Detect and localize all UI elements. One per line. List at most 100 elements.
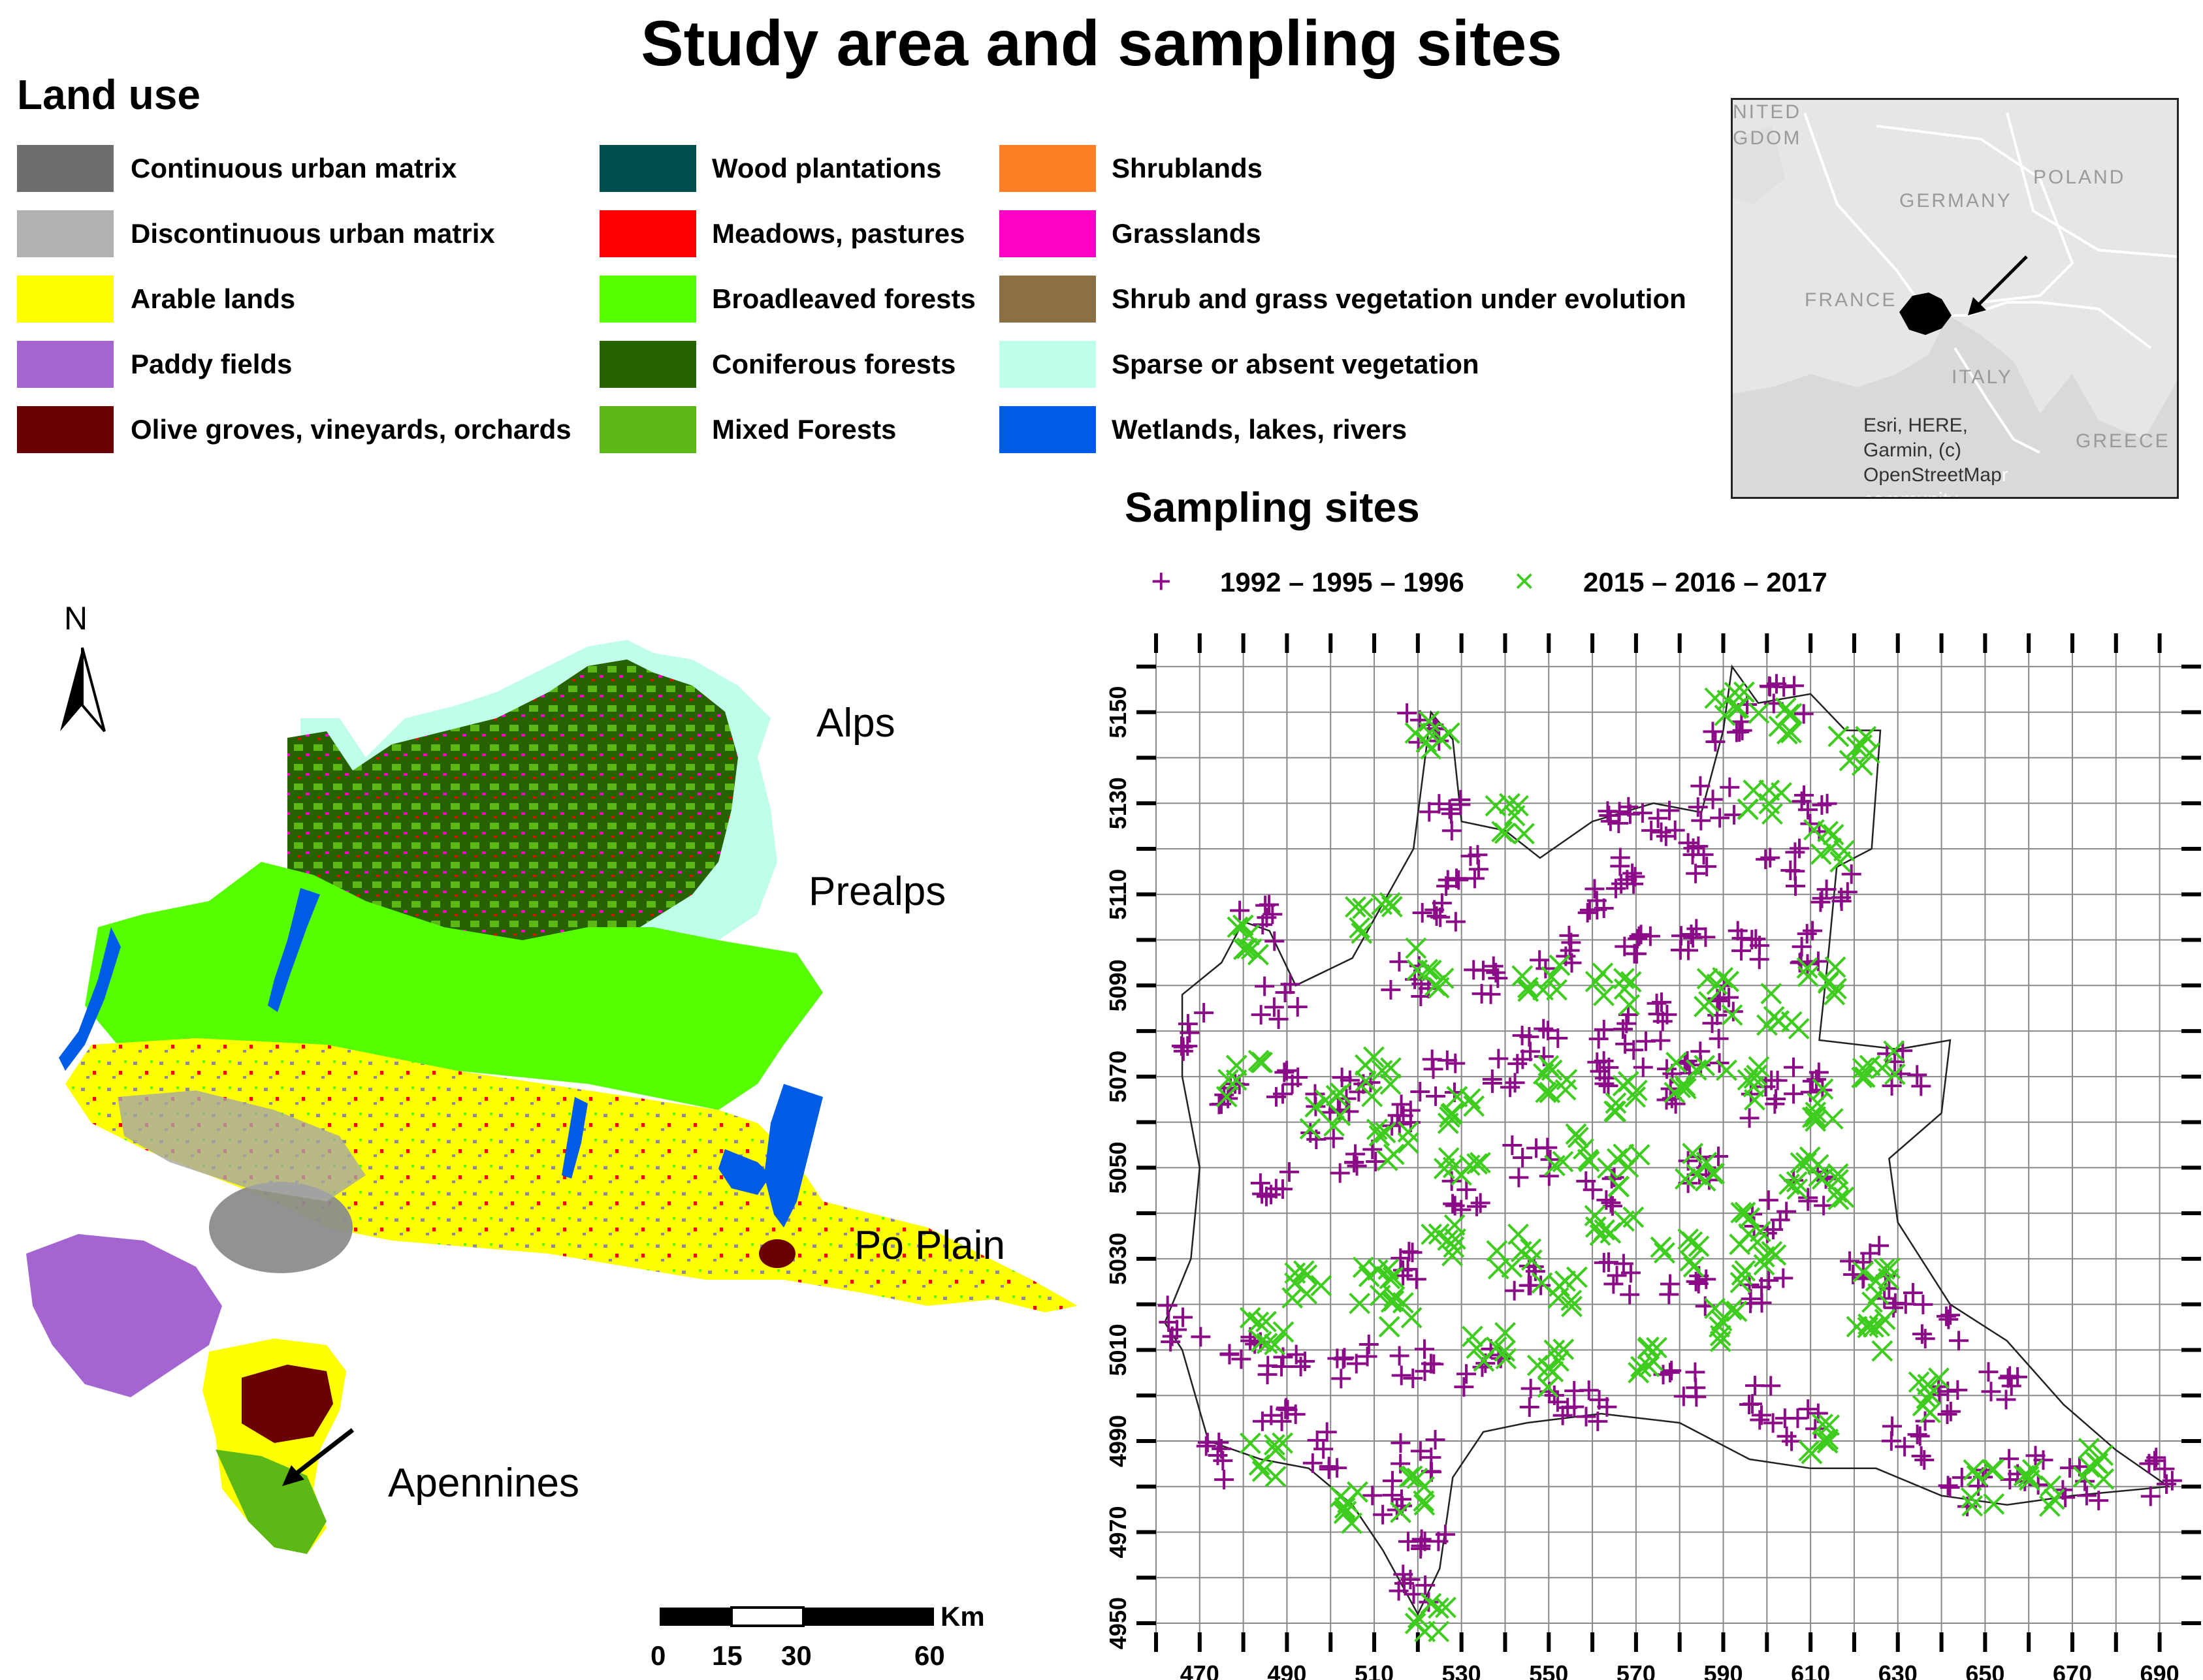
marker-cross bbox=[1233, 938, 1255, 960]
marker-cross bbox=[1310, 1275, 1332, 1297]
marker-plus bbox=[2000, 1470, 2020, 1490]
y-tick-label: 5050 bbox=[1104, 1141, 1131, 1194]
marker-plus bbox=[1660, 800, 1680, 821]
marker-cross bbox=[1272, 1321, 1294, 1343]
marker-plus bbox=[1688, 797, 1708, 817]
marker-cross bbox=[1239, 1432, 1261, 1454]
marker-plus bbox=[1588, 1411, 1608, 1431]
marker-plus bbox=[1620, 1263, 1641, 1283]
marker-cross bbox=[2018, 1465, 2040, 1487]
region-label-po-plain: Po Plain bbox=[854, 1223, 1005, 1268]
marker-cross bbox=[1349, 1292, 1371, 1314]
legend-swatch bbox=[999, 276, 1096, 323]
marker-plus bbox=[1488, 1049, 1509, 1069]
legend-swatch bbox=[600, 210, 696, 257]
legend-swatch bbox=[999, 406, 1096, 453]
x-tick-label: 670 bbox=[2053, 1660, 2092, 1680]
marker-plus bbox=[1252, 1411, 1272, 1431]
marker-cross bbox=[1775, 697, 1797, 719]
marker-plus bbox=[1366, 1152, 1386, 1172]
page-title: Study area and sampling sites bbox=[641, 7, 1562, 79]
marker-cross bbox=[1748, 702, 1770, 724]
marker-cross bbox=[1912, 1395, 1934, 1417]
marker-plus bbox=[1632, 803, 1652, 823]
marker-cross bbox=[1626, 1079, 1648, 1102]
marker-plus bbox=[2059, 1458, 2080, 1478]
marker-plus bbox=[1696, 1269, 1716, 1290]
marker-plus bbox=[1445, 1053, 1466, 1073]
marker-plus bbox=[1729, 722, 1750, 742]
marker-plus bbox=[1910, 1426, 1930, 1446]
legend-swatch bbox=[17, 406, 114, 453]
marker-plus bbox=[1393, 1105, 1413, 1126]
marker-plus bbox=[1618, 1005, 1638, 1025]
marker-plus bbox=[1703, 721, 1723, 742]
marker-cross bbox=[1825, 977, 1847, 1000]
marker-plus bbox=[1805, 1419, 1825, 1439]
marker-cross bbox=[1714, 705, 1736, 727]
marker-cross bbox=[1556, 1068, 1578, 1090]
marker-plus bbox=[1615, 936, 1635, 957]
marker-plus bbox=[1996, 1389, 2016, 1410]
marker-cross bbox=[1756, 1014, 1778, 1036]
marker-plus bbox=[1584, 879, 1605, 899]
marker-cross bbox=[1605, 1100, 1627, 1122]
inset-attribution: Esri, HERE, Garmin, (c) OpenStreetMapr c… bbox=[1863, 413, 2059, 497]
marker-plus bbox=[1214, 1470, 1234, 1490]
legend-label: Shrub and grass vegetation under evoluti… bbox=[1112, 283, 1686, 314]
marker-cross bbox=[1256, 1333, 1278, 1354]
marker-cross bbox=[1665, 1051, 1687, 1073]
legend-label: Coniferous forests bbox=[712, 349, 956, 379]
marker-cross bbox=[1400, 1307, 1423, 1329]
legend-label: Continuous urban matrix bbox=[131, 153, 457, 183]
legend-label: Broadleaved forests bbox=[712, 283, 976, 314]
marker-cross bbox=[1547, 1287, 1569, 1309]
marker-plus bbox=[1633, 1057, 1653, 1077]
marker-plus bbox=[1231, 1349, 1251, 1369]
y-tick-label: 4970 bbox=[1104, 1506, 1131, 1558]
marker-cross bbox=[1622, 1206, 1645, 1228]
legend-swatch bbox=[600, 406, 696, 453]
marker-cross bbox=[1805, 1105, 1826, 1128]
marker-plus bbox=[1793, 704, 1814, 724]
scale-tick-30: 30 bbox=[781, 1640, 812, 1671]
marker-plus bbox=[1705, 731, 1726, 752]
marker-cross bbox=[1851, 754, 1873, 776]
inset-label-france: FRANCE bbox=[1805, 289, 1897, 311]
marker-cross bbox=[1334, 1497, 1356, 1519]
marker-plus bbox=[1280, 974, 1300, 994]
marker-plus bbox=[1784, 1084, 1804, 1104]
marker-plus bbox=[1429, 794, 1449, 814]
marker-plus bbox=[1357, 1346, 1377, 1367]
marker-plus bbox=[1616, 1013, 1637, 1034]
marker-plus bbox=[1536, 959, 1556, 979]
marker-cross bbox=[1721, 1004, 1743, 1026]
marker-cross bbox=[1628, 1361, 1650, 1384]
marker-cross bbox=[1446, 1086, 1468, 1107]
marker-cross bbox=[1716, 1059, 1737, 1081]
marker-plus bbox=[1789, 838, 1809, 859]
marker-cross bbox=[1238, 924, 1260, 946]
marker-plus bbox=[1415, 1339, 1435, 1359]
marker-plus bbox=[1685, 1362, 1705, 1382]
x-tick-label: 650 bbox=[1965, 1660, 2004, 1680]
marker-plus bbox=[1261, 1184, 1281, 1205]
marker-cross bbox=[1215, 1086, 1238, 1108]
marker-cross bbox=[1589, 1224, 1611, 1246]
marker-cross bbox=[1605, 1092, 1627, 1114]
marker-cross bbox=[1494, 1340, 1516, 1362]
marker-cross bbox=[1861, 1291, 1883, 1313]
marker-plus bbox=[1640, 926, 1660, 946]
marker-plus bbox=[1537, 1137, 1558, 1158]
marker-plus bbox=[1255, 895, 1276, 915]
marker-plus bbox=[1268, 1009, 1289, 1029]
marker-plus bbox=[1276, 1398, 1296, 1418]
marker-plus bbox=[1398, 1531, 1419, 1551]
x-tick-label: 690 bbox=[2140, 1660, 2179, 1680]
marker-plus bbox=[1382, 1470, 1402, 1491]
marker-plus bbox=[1180, 1022, 1200, 1043]
x-tick-label: 630 bbox=[1878, 1660, 1918, 1680]
marker-plus bbox=[1178, 1036, 1198, 1056]
marker-cross bbox=[1251, 1051, 1273, 1073]
marker-plus bbox=[1694, 844, 1714, 864]
